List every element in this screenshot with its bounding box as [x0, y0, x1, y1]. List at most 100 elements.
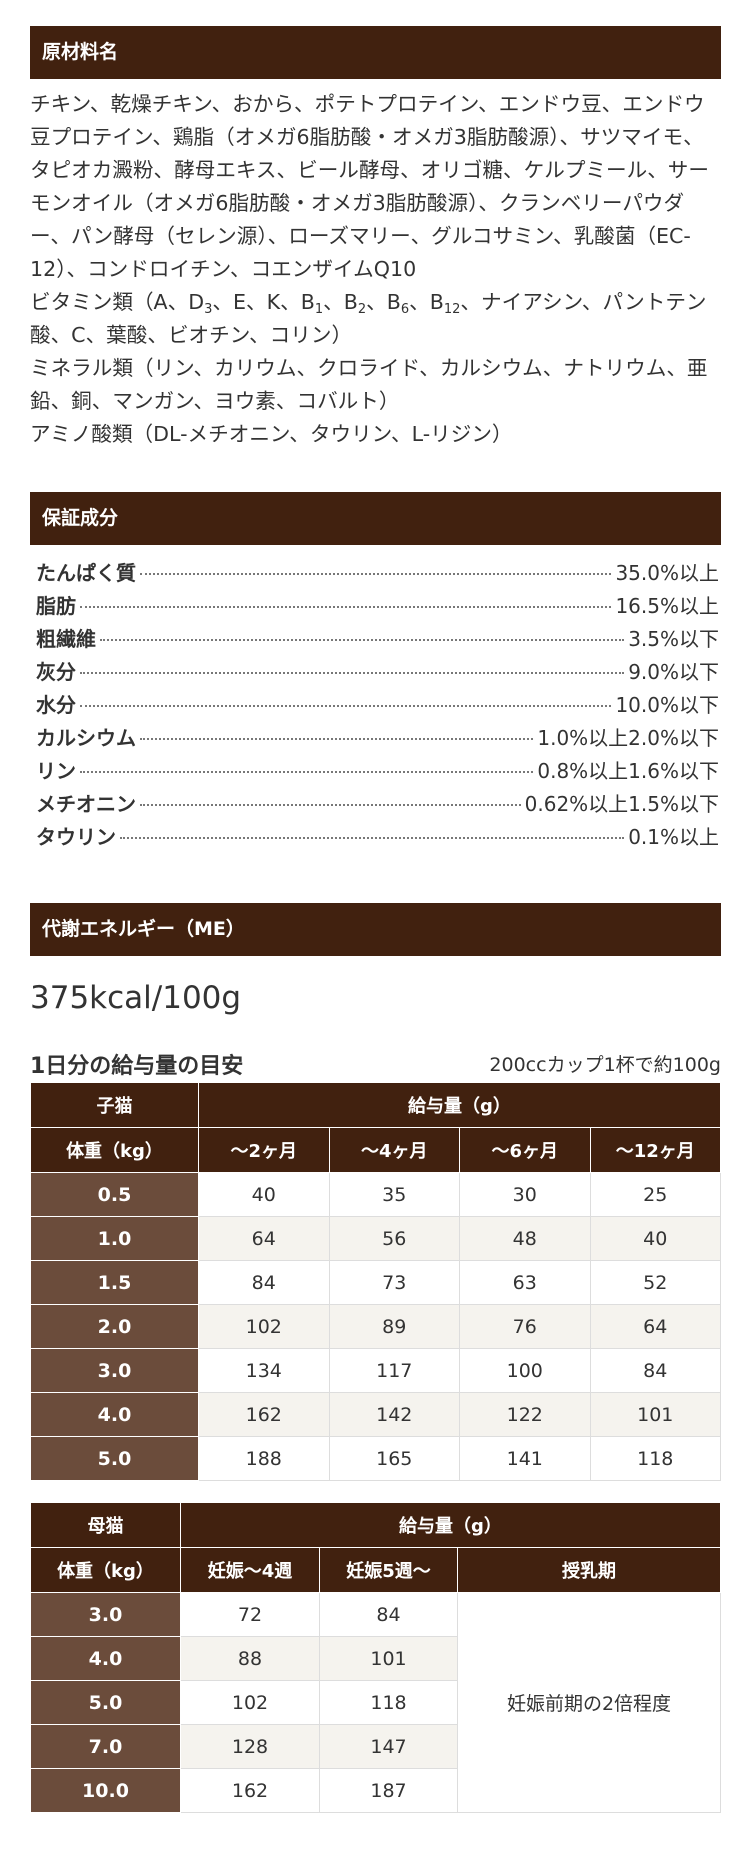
- weight-cell: 2.0: [30, 1304, 199, 1349]
- table-row: 5.0 188 165 141 118: [30, 1436, 721, 1481]
- amount-cell: 101: [589, 1392, 721, 1437]
- nutrient-value: 0.1%以上: [628, 825, 719, 849]
- lactation-cell: 妊娠前期の2倍程度: [457, 1592, 721, 1813]
- amount-cell: 187: [319, 1768, 458, 1813]
- nutrient-value: 1.0%以上2.0%以下: [537, 726, 719, 750]
- amount-cell: 76: [459, 1304, 591, 1349]
- amount-cell: 30: [459, 1172, 591, 1217]
- amount-cell: 117: [328, 1348, 460, 1393]
- dotted-leader: [80, 705, 612, 707]
- column-header: 授乳期: [457, 1547, 721, 1593]
- amount-cell: 165: [328, 1436, 460, 1481]
- weight-cell: 5.0: [30, 1436, 199, 1481]
- table-row: 1.5 84 73 63 52: [30, 1260, 721, 1305]
- amount-cell: 40: [589, 1216, 721, 1261]
- weight-cell: 5.0: [30, 1680, 181, 1725]
- amount-cell: 102: [180, 1680, 320, 1725]
- analysis-row: 粗繊維 3.5%以下: [36, 623, 719, 656]
- column-header: 〜4ヶ月: [328, 1127, 460, 1173]
- table-row: 4.0 88 101: [30, 1636, 721, 1681]
- weight-header: 体重（kg）: [30, 1547, 181, 1593]
- nutrient-name: タウリン: [36, 825, 116, 849]
- kitten-label: 子猫: [30, 1082, 199, 1128]
- analysis-row: リン 0.8%以上1.6%以下: [36, 755, 719, 788]
- nutrient-name: カルシウム: [36, 726, 136, 750]
- table-row: 3.0 134 117 100 84: [30, 1348, 721, 1393]
- table-row: 2.0 102 89 76 64: [30, 1304, 721, 1349]
- dotted-leader: [80, 606, 612, 608]
- ingredients-header: 原材料名: [30, 26, 721, 79]
- vitamin-text: 6: [400, 302, 410, 317]
- nutrient-value: 0.62%以上1.5%以下: [524, 792, 719, 816]
- column-header: 〜12ヶ月: [589, 1127, 721, 1173]
- column-header: 妊娠5週〜: [319, 1547, 458, 1593]
- amount-cell: 142: [328, 1392, 460, 1437]
- amount-cell: 56: [328, 1216, 460, 1261]
- amount-cell: 118: [319, 1680, 458, 1725]
- analysis-row: タウリン 0.1%以上: [36, 821, 719, 854]
- nutrient-value: 0.8%以上1.6%以下: [537, 759, 719, 783]
- mother-feeding-table: 母猫 給与量（g） 体重（kg） 妊娠〜4週 妊娠5週〜 授乳期 3.0 72 84 妊…: [30, 1502, 721, 1813]
- ingredients-minerals: ミネラル類（リン、カリウム、クロライド、カルシウム、ナトリウム、亜鉛、銅、マンガ…: [30, 356, 708, 413]
- vitamin-text: ビタミン類（A、D: [30, 290, 205, 314]
- amount-cell: 102: [198, 1304, 330, 1349]
- mother-label: 母猫: [30, 1502, 181, 1548]
- ingredients-list: チキン、乾燥チキン、おから、ポテトプロテイン、エンドウ豆、エンドウ豆プロテイン、…: [30, 88, 724, 451]
- amount-cell: 162: [180, 1768, 320, 1813]
- amount-cell: 141: [459, 1436, 591, 1481]
- table-row: 3.0 72 84 妊娠前期の2倍程度: [30, 1592, 721, 1813]
- amount-cell: 122: [459, 1392, 591, 1437]
- dotted-leader: [80, 672, 625, 674]
- dotted-leader: [140, 738, 534, 740]
- analysis-row: 脂肪 16.5%以上: [36, 590, 719, 623]
- table-row: 7.0 128 147: [30, 1724, 721, 1769]
- amount-cell: 64: [198, 1216, 330, 1261]
- dotted-leader: [100, 639, 625, 641]
- nutrient-name: 脂肪: [36, 594, 76, 618]
- weight-cell: 3.0: [30, 1592, 181, 1637]
- amount-cell: 134: [198, 1348, 330, 1393]
- dotted-leader: [120, 837, 625, 839]
- amount-cell: 147: [319, 1724, 458, 1769]
- dotted-leader: [140, 804, 521, 806]
- amount-cell: 101: [319, 1636, 458, 1681]
- weight-cell: 4.0: [30, 1392, 199, 1437]
- weight-cell: 1.0: [30, 1216, 199, 1261]
- nutrient-value: 3.5%以下: [628, 627, 719, 651]
- amount-cell: 64: [589, 1304, 721, 1349]
- table-row: 4.0 162 142 122 101: [30, 1392, 721, 1437]
- kitten-feeding-table: 子猫 給与量（g） 体重（kg） 〜2ヶ月 〜4ヶ月 〜6ヶ月 〜12ヶ月 0.5…: [30, 1082, 721, 1481]
- analysis-header: 保証成分: [30, 492, 721, 545]
- column-header: 〜6ヶ月: [459, 1127, 591, 1173]
- table-row: 5.0 102 118: [30, 1680, 721, 1725]
- amount-cell: 84: [589, 1348, 721, 1393]
- ingredients-amino: アミノ酸類（DL-メチオニン、タウリン、L-リジン）: [30, 422, 513, 446]
- nutrient-name: たんぱく質: [36, 561, 136, 585]
- weight-cell: 1.5: [30, 1260, 199, 1305]
- vitamin-text: 、ナイアシン、パントテン酸、C、葉酸、ビオチン、コリン）: [30, 290, 707, 347]
- ingredients-main: チキン、乾燥チキン、おから、ポテトプロテイン、エンドウ豆、エンドウ豆プロテイン、…: [30, 92, 709, 281]
- vitamin-text: 、E、K、B: [212, 290, 315, 314]
- nutrient-name: リン: [36, 759, 76, 783]
- analysis-row: 水分 10.0%以下: [36, 689, 719, 722]
- amount-cell: 188: [198, 1436, 330, 1481]
- analysis-list: たんぱく質 35.0%以上脂肪 16.5%以上粗繊維 3.5%以下 灰分 9.0%以下 水分…: [36, 557, 719, 854]
- amount-cell: 88: [180, 1636, 320, 1681]
- analysis-row: たんぱく質 35.0%以上: [36, 557, 719, 590]
- nutrient-name: メチオニン: [36, 792, 136, 816]
- vitamin-text: 12: [443, 302, 461, 317]
- amount-header: 給与量（g）: [180, 1502, 721, 1548]
- energy-value: 375kcal/100g: [30, 980, 242, 1016]
- column-header: 妊娠〜4週: [180, 1547, 320, 1593]
- analysis-row: 灰分 9.0%以下: [36, 656, 719, 689]
- amount-cell: 118: [589, 1436, 721, 1481]
- nutrient-name: 灰分: [36, 660, 76, 684]
- nutrient-value: 16.5%以上: [615, 594, 719, 618]
- table-row: 0.5 40 35 30 25: [30, 1172, 721, 1217]
- analysis-row: メチオニン 0.62%以上1.5%以下: [36, 788, 719, 821]
- nutrient-value: 35.0%以上: [615, 561, 719, 585]
- column-header: 〜2ヶ月: [198, 1127, 330, 1173]
- amount-cell: 128: [180, 1724, 320, 1769]
- analysis-row: カルシウム 1.0%以上2.0%以下: [36, 722, 719, 755]
- amount-cell: 25: [589, 1172, 721, 1217]
